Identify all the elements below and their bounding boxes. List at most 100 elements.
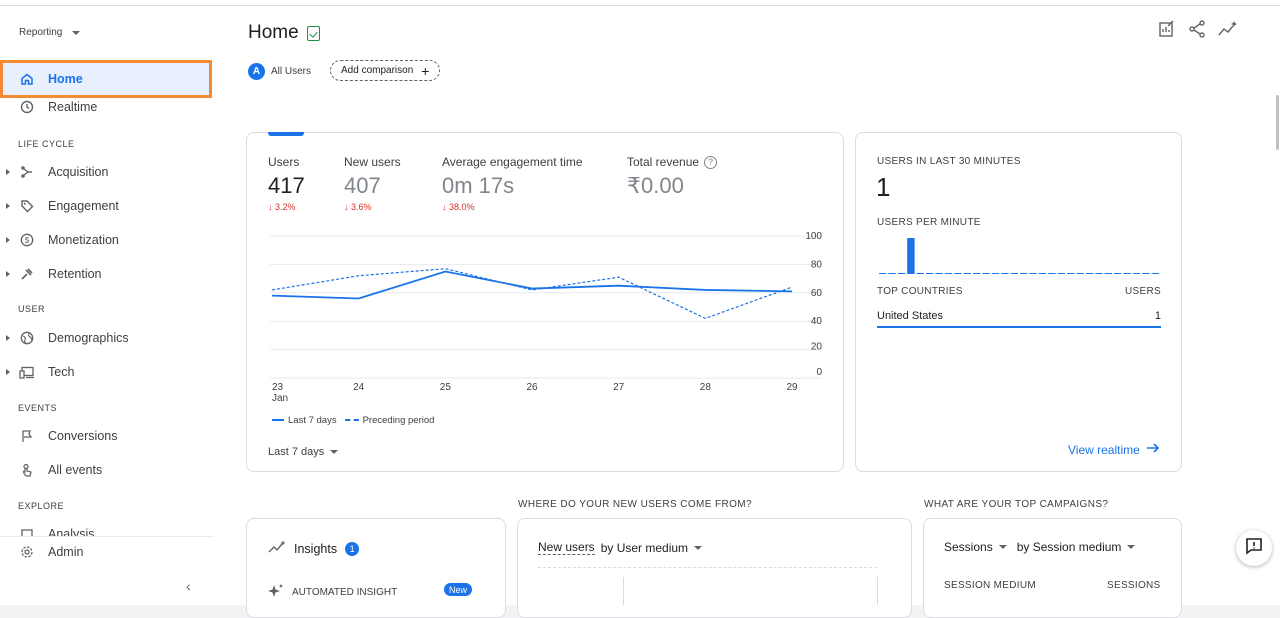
table-row[interactable]: United States 1 <box>877 310 1161 328</box>
per-minute-bar[interactable] <box>1020 273 1028 274</box>
expand-arrow-icon[interactable] <box>6 237 10 243</box>
per-minute-bar[interactable] <box>1104 273 1112 274</box>
audience-chip[interactable]: A All Users <box>248 61 311 81</box>
per-minute-bar[interactable] <box>1114 273 1122 274</box>
reporting-label: Reporting <box>19 27 63 38</box>
view-realtime-link[interactable]: View realtime <box>1068 442 1160 457</box>
metric-selector[interactable]: New users <box>538 540 595 555</box>
metric-total-revenue[interactable]: Total revenue ? ₹0.00 <box>627 155 718 199</box>
scrollbar-thumb[interactable] <box>1276 95 1279 150</box>
metric-avg-engagement[interactable]: Average engagement time 0m 17s ↓ 38.0% <box>442 155 583 212</box>
per-minute-bar[interactable] <box>944 273 953 274</box>
toolbar <box>1158 20 1238 43</box>
metric-label: Users <box>268 155 300 169</box>
per-minute-bar[interactable] <box>926 273 934 274</box>
y-tick-label: 40 <box>811 316 823 327</box>
per-minute-bar[interactable] <box>982 273 990 274</box>
per-minute-bar[interactable] <box>1151 273 1159 274</box>
metric-selector[interactable]: Sessions <box>944 540 993 554</box>
sidebar: Reporting Home Realtime LIFE CYCLE Acqui… <box>0 6 214 605</box>
per-minute-bar[interactable] <box>897 273 906 274</box>
per-minute-bar[interactable] <box>1132 273 1141 274</box>
caret-down-icon <box>998 545 1007 549</box>
dimension-selector[interactable]: by Session medium <box>1016 540 1122 554</box>
per-minute-bar[interactable] <box>1095 273 1103 274</box>
dimension-selector[interactable]: by User medium <box>600 540 689 555</box>
sidebar-item-label: Retention <box>48 267 102 281</box>
expand-arrow-icon[interactable] <box>6 335 10 341</box>
share-icon[interactable] <box>1188 20 1206 43</box>
caret-down-icon <box>72 30 81 35</box>
new-users-card <box>517 518 912 618</box>
per-minute-bar[interactable] <box>907 238 915 274</box>
series-line-previous[interactable] <box>271 268 793 320</box>
collapse-sidebar-icon[interactable]: ‹ <box>186 578 191 594</box>
sidebar-item-demographics[interactable]: Demographics <box>0 323 210 353</box>
metric-new-users[interactable]: New users 407 ↓ 3.6% <box>344 155 401 212</box>
sidebar-item-home[interactable]: Home <box>0 60 212 98</box>
y-tick-label: 100 <box>805 231 822 242</box>
per-minute-bar[interactable] <box>916 273 924 274</box>
new-users-dimension-dropdown[interactable]: New users by User medium <box>538 540 703 555</box>
overview-card <box>246 132 844 472</box>
flag-icon <box>19 428 35 444</box>
per-minute-bar[interactable] <box>954 273 962 274</box>
per-minute-bar[interactable] <box>1001 273 1009 274</box>
sidebar-item-acquisition[interactable]: Acquisition <box>0 157 210 187</box>
add-comparison-button[interactable]: Add comparison + <box>330 60 441 81</box>
sidebar-item-realtime[interactable]: Realtime <box>0 92 210 122</box>
reporting-dropdown[interactable]: Reporting <box>19 27 81 38</box>
expand-arrow-icon[interactable] <box>6 271 10 277</box>
page-title: Home <box>248 22 320 44</box>
chart-baseline <box>538 567 877 568</box>
per-minute-bar[interactable] <box>1067 273 1075 274</box>
sidebar-item-tech[interactable]: Tech <box>0 357 210 387</box>
series-line-current[interactable] <box>271 270 793 300</box>
per-minute-bar[interactable] <box>973 273 981 274</box>
per-minute-bar[interactable] <box>879 273 887 274</box>
touch-icon <box>19 462 35 478</box>
date-range-dropdown[interactable]: Last 7 days <box>268 446 339 458</box>
per-minute-bar[interactable] <box>888 273 896 274</box>
sidebar-item-admin[interactable]: Admin <box>0 537 210 567</box>
per-minute-bar[interactable] <box>1085 273 1094 274</box>
chart-divider <box>877 577 878 605</box>
per-minute-bar[interactable] <box>1010 273 1018 274</box>
per-minute-bar[interactable] <box>1076 273 1084 274</box>
feedback-button[interactable] <box>1236 530 1272 566</box>
per-minute-label: USERS PER MINUTE <box>877 217 981 228</box>
sidebar-item-analysis[interactable]: Analysis <box>0 523 210 536</box>
edit-report-icon[interactable] <box>1158 20 1176 43</box>
metric-users[interactable]: Users 417 ↓ 3.2% <box>268 155 305 212</box>
per-minute-bar[interactable] <box>935 273 943 274</box>
per-minute-bar[interactable] <box>1057 273 1065 274</box>
insights-count-badge: 1 <box>345 541 360 556</box>
per-minute-bar[interactable] <box>1038 273 1047 274</box>
sidebar-item-conversions[interactable]: Conversions <box>0 421 210 451</box>
sidebar-item-all-events[interactable]: All events <box>0 455 210 485</box>
expand-arrow-icon[interactable] <box>6 203 10 209</box>
per-minute-bar[interactable] <box>963 273 971 274</box>
users-cell: 1 <box>1154 310 1161 322</box>
clock-icon <box>19 99 35 115</box>
expand-arrow-icon[interactable] <box>6 369 10 375</box>
question-campaigns: WHAT ARE YOUR TOP CAMPAIGNS? <box>924 499 1109 510</box>
per-minute-bar[interactable] <box>1123 273 1131 274</box>
insights-sparkle-icon[interactable] <box>1218 20 1238 43</box>
sidebar-item-retention[interactable]: Retention <box>0 259 210 289</box>
expand-arrow-icon[interactable] <box>6 169 10 175</box>
sidebar-item-monetization[interactable]: $ Monetization <box>0 225 210 255</box>
per-minute-bar[interactable] <box>1142 273 1150 274</box>
help-icon[interactable]: ? <box>704 155 718 169</box>
insights-header[interactable]: Insights 1 <box>268 540 360 557</box>
per-minute-bar[interactable] <box>991 273 1000 274</box>
sidebar-item-engagement[interactable]: Engagement <box>0 191 210 221</box>
automated-insight[interactable]: AUTOMATED INSIGHT <box>268 583 397 602</box>
sidebar-item-label: Analysis <box>48 527 95 536</box>
sessions-dimension-dropdown[interactable]: Sessions by Session medium <box>944 540 1136 554</box>
legend-current-label: Last 7 days <box>288 415 337 426</box>
per-minute-bar[interactable] <box>1029 273 1037 274</box>
metric-value: 407 <box>344 173 381 198</box>
per-minute-bar[interactable] <box>1048 273 1056 274</box>
x-tick-label: 25 <box>440 382 452 393</box>
